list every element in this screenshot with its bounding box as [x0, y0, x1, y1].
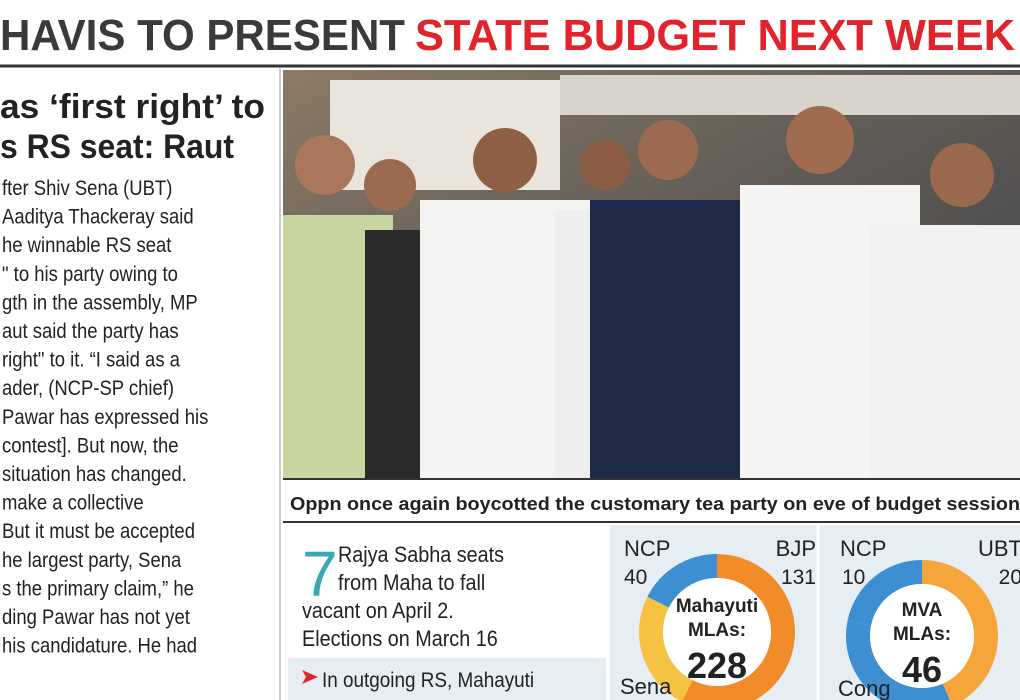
body-line: ader, (NCP-SP chief) [2, 377, 174, 400]
banner-text: STATE BUDGET NEXT WEEK [415, 11, 1015, 60]
fact-line: from Maha to fall [338, 571, 485, 595]
body-line: situation has changed. [2, 463, 187, 486]
banner-text: HAVIS TO PRESENT [0, 11, 405, 60]
arrow-icon [302, 670, 318, 684]
segment-value: 40 [624, 566, 647, 589]
body-line: make a collective [2, 492, 144, 515]
body-line: aut said the party has [2, 320, 179, 343]
segment-value: 20 [999, 566, 1020, 589]
headline: as ‘first right’ to [0, 88, 265, 126]
body-line: s the primary claim,” he [2, 577, 194, 600]
banner-bg [0, 0, 1020, 62]
center-label: Mahayuti [676, 596, 758, 617]
body-line: he largest party, Sena [2, 549, 181, 572]
body-line: fter Shiv Sena (UBT) [2, 177, 172, 200]
fact-text: Rajya Sabha seats from Maha to fall vacant… [302, 543, 534, 692]
donut-segment [847, 560, 923, 626]
body-line: " to his party owing to [2, 263, 178, 286]
center-label: MLAs: [688, 620, 746, 641]
article-body: fter Shiv Sena (UBT) Aaditya Thackeray sa… [2, 177, 208, 658]
center-total: 228 [687, 645, 747, 686]
fact-number: 7 [302, 538, 338, 610]
headline: s RS seat: Raut [0, 128, 234, 166]
photo [283, 70, 1020, 478]
fact-line: Elections on March 16 [302, 627, 498, 651]
body-line: Pawar has expressed his [2, 406, 208, 429]
donut-hole [870, 584, 974, 688]
note-text: In outgoing RS, Mahayuti [322, 669, 534, 692]
donut-segment [682, 554, 795, 700]
body-line: gth in the assembly, MP [2, 291, 198, 314]
donut-segment [921, 560, 998, 700]
donut-segment [647, 554, 718, 609]
body-line: But it must be accepted [2, 520, 195, 543]
donut-segment [639, 596, 694, 700]
donut-hole [663, 578, 771, 686]
segment-name: Sena [620, 674, 672, 699]
segment-name: NCP [840, 536, 886, 561]
center-label: MLAs: [893, 624, 951, 645]
segment-name: BJP [776, 536, 816, 561]
body-line: he winnable RS seat [2, 234, 172, 257]
body-line: his candidature. He had [2, 635, 197, 658]
note-band [288, 658, 606, 700]
segment-name: Cong [838, 676, 891, 700]
body-line: contest]. But now, the [2, 434, 179, 457]
body-line: ding Pawar has not yet [2, 606, 190, 629]
photo-caption: Oppn once again boycotted the customary … [290, 494, 1020, 514]
fact-line: Rajya Sabha seats [338, 543, 504, 567]
segment-name: NCP [624, 536, 670, 561]
center-total: 46 [902, 649, 942, 690]
center-label: MVA [902, 600, 943, 621]
fact-line: vacant on April 2. [302, 599, 454, 623]
segment-value: 131 [781, 566, 816, 589]
body-line: Aaditya Thackeray said [2, 206, 194, 229]
segment-name: UBT [978, 536, 1020, 561]
body-line: right" to it. “I said as a [2, 349, 180, 372]
segment-value: 10 [842, 566, 865, 589]
